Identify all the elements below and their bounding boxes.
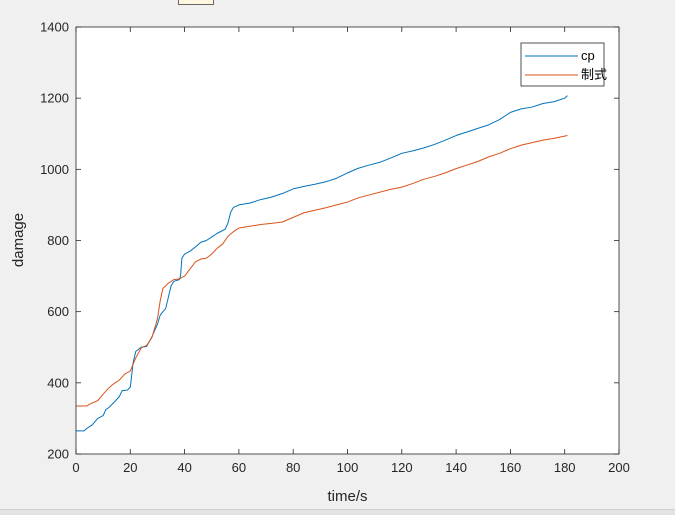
legend-label-cp: cp bbox=[581, 48, 595, 63]
x-tick-label: 160 bbox=[500, 460, 522, 475]
status-bar bbox=[0, 509, 675, 515]
toolbar-marker bbox=[178, 0, 214, 5]
y-tick-label: 400 bbox=[47, 375, 69, 390]
plot-area bbox=[76, 27, 619, 454]
series-line-zhishi bbox=[76, 135, 568, 407]
x-tick-label: 0 bbox=[72, 460, 79, 475]
x-tick-label: 80 bbox=[286, 460, 300, 475]
series-layer bbox=[76, 95, 568, 432]
x-tick-label: 200 bbox=[608, 460, 630, 475]
y-tick-label: 1400 bbox=[40, 20, 69, 35]
y-axis-label: damage bbox=[10, 213, 27, 267]
x-axis: 0 20 40 60 80 100 120 140 160 180 200 bbox=[72, 27, 630, 475]
series-line-cp bbox=[76, 95, 568, 432]
legend-box bbox=[520, 42, 605, 87]
x-axis-label: time/s bbox=[327, 488, 367, 505]
x-tick-label: 140 bbox=[445, 460, 467, 475]
y-tick-label: 800 bbox=[47, 233, 69, 248]
x-tick-label: 120 bbox=[391, 460, 413, 475]
legend-label-zhishi: 制式 bbox=[581, 67, 607, 82]
y-tick-label: 1200 bbox=[40, 91, 69, 106]
y-tick-label: 200 bbox=[47, 447, 69, 462]
x-tick-label: 100 bbox=[337, 460, 359, 475]
x-tick-label: 60 bbox=[232, 460, 246, 475]
y-tick-label: 1000 bbox=[40, 162, 69, 177]
x-tick-label: 40 bbox=[177, 460, 191, 475]
legend: cp 制式 bbox=[520, 42, 607, 87]
y-axis: 200 400 600 800 1000 1200 1400 bbox=[40, 20, 619, 462]
x-tick-label: 180 bbox=[554, 460, 576, 475]
x-tick-label: 20 bbox=[123, 460, 137, 475]
y-tick-label: 600 bbox=[47, 304, 69, 319]
